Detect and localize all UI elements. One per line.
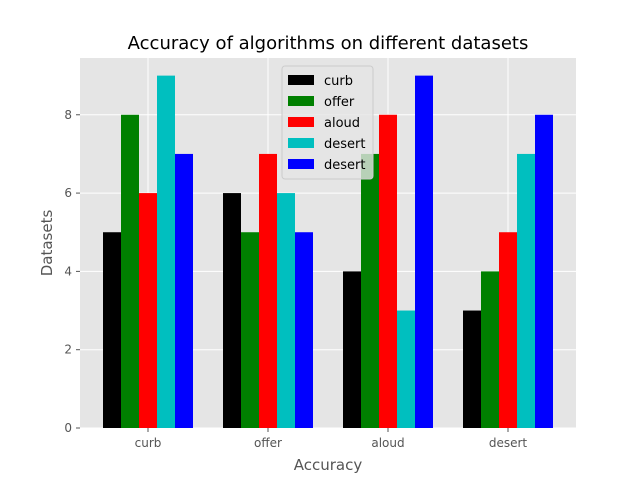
y-axis-ticks: 0 2 4 6 8: [64, 108, 80, 435]
y-tick-label: 6: [64, 186, 72, 200]
y-tick-label: 4: [64, 264, 72, 278]
bar-offer-aloud-2: [259, 153, 277, 429]
legend-swatch-desert-4: [288, 159, 314, 169]
legend: curb offer aloud desert desert: [281, 65, 374, 180]
bar-curb-desert-4: [175, 153, 193, 429]
y-tick-label: 8: [64, 108, 72, 122]
bar-aloud-curb-0: [343, 271, 361, 428]
x-tick-label-offer: offer: [254, 436, 282, 450]
bar-curb-aloud-2: [139, 193, 157, 428]
legend-label-offer-1: offer: [324, 95, 355, 110]
bar-offer-curb-0: [223, 193, 241, 428]
legend-box: [281, 65, 374, 180]
chart-title: Accuracy of algorithms on different data…: [128, 33, 529, 54]
bar-offer-desert-3: [277, 193, 295, 428]
bar-aloud-aloud-2: [379, 114, 397, 428]
y-tick-label: 2: [64, 343, 72, 357]
bar-desert-desert-4: [535, 114, 553, 428]
legend-label-desert-3: desert: [324, 137, 365, 152]
y-axis-label: Datasets: [38, 210, 56, 277]
legend-swatch-desert-3: [288, 138, 314, 148]
legend-label-desert-4: desert: [324, 158, 365, 173]
bar-offer-desert-4: [295, 232, 313, 428]
bar-offer-offer-1: [241, 232, 259, 428]
legend-swatch-offer-1: [288, 96, 314, 106]
legend-swatch-curb-0: [288, 75, 314, 85]
bar-curb-curb-0: [103, 232, 121, 428]
y-tick-label: 0: [64, 421, 72, 435]
bar-desert-desert-3: [517, 153, 535, 429]
bar-curb-offer-1: [121, 114, 139, 428]
x-tick-label-aloud: aloud: [371, 436, 404, 450]
bar-aloud-offer-1: [361, 153, 379, 429]
bar-aloud-desert-3: [397, 310, 415, 428]
legend-label-curb-0: curb: [324, 74, 353, 89]
x-tick-label-curb: curb: [135, 436, 162, 450]
bar-curb-desert-3: [157, 75, 175, 428]
bar-desert-offer-1: [481, 271, 499, 428]
x-axis-label: Accuracy: [294, 456, 363, 474]
bars: [103, 75, 553, 429]
bar-desert-aloud-2: [499, 232, 517, 428]
bar-desert-curb-0: [463, 310, 481, 428]
x-axis-ticks: curb offer aloud desert: [135, 428, 528, 450]
legend-label-aloud-2: aloud: [324, 116, 360, 131]
legend-swatch-aloud-2: [288, 117, 314, 127]
bar-aloud-desert-4: [415, 75, 433, 428]
x-tick-label-desert: desert: [489, 436, 528, 450]
